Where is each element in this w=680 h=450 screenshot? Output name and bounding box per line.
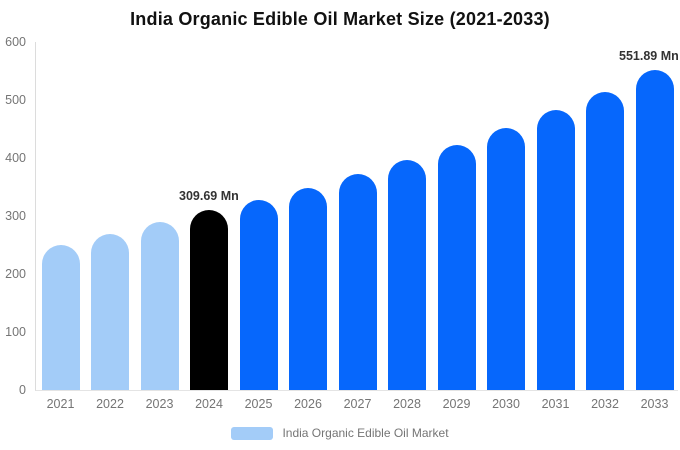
bar-2022[interactable] <box>91 234 129 390</box>
bar-2032[interactable] <box>586 91 624 390</box>
bar-2024[interactable] <box>190 210 228 390</box>
x-tick-label-2030: 2030 <box>492 397 520 411</box>
bar-value-label-2024: 309.69 Mn <box>179 189 239 204</box>
x-tick-label-2021: 2021 <box>46 397 75 411</box>
y-tick-label-600: 600 <box>5 35 26 49</box>
bar-2025[interactable] <box>239 199 278 390</box>
bar-2026[interactable] <box>289 187 327 390</box>
plot-area: 2021 2022 2023 2024 2025 2026 2027 2028 2029 2030… <box>35 42 679 411</box>
x-tick-label-2029: 2029 <box>442 397 471 411</box>
x-tick-label-2033: 2033 <box>640 397 669 411</box>
x-tick-label-2031: 2031 <box>541 397 570 411</box>
x-tick-label-2025: 2025 <box>244 397 273 411</box>
x-tick-label-2024: 2024 <box>195 397 223 411</box>
legend-swatch <box>231 426 274 440</box>
x-tick-label-2022: 2022 <box>96 397 124 411</box>
y-tick-label-300: 300 <box>5 209 26 223</box>
bar-2027[interactable] <box>338 174 377 390</box>
x-tick-label-2032: 2032 <box>591 397 619 411</box>
x-tick-label-2027: 2027 <box>343 397 372 411</box>
chart-title: India Organic Edible Oil Market Size (20… <box>130 9 550 29</box>
y-tick-label-200: 200 <box>5 267 26 281</box>
bar-2023[interactable] <box>140 222 179 390</box>
y-tick-label-0: 0 <box>19 383 26 397</box>
bar-2030[interactable] <box>487 128 525 390</box>
x-tick-label-2028: 2028 <box>393 397 421 411</box>
bar-2033[interactable] <box>635 69 674 390</box>
legend-label: India Organic Edible Oil Market <box>282 426 449 440</box>
y-tick-label-100: 100 <box>5 325 26 339</box>
legend-item[interactable]: India Organic Edible Oil Market <box>0 425 680 441</box>
y-tick-label-400: 400 <box>5 151 26 165</box>
x-tick-label-2023: 2023 <box>145 397 174 411</box>
bar-2029[interactable] <box>437 144 476 390</box>
bar-2021[interactable] <box>41 245 80 390</box>
bar-value-label-2033: 551.89 Mn <box>619 48 679 63</box>
bar-2031[interactable] <box>536 110 575 390</box>
x-tick-label-2026: 2026 <box>294 397 322 411</box>
y-tick-label-500: 500 <box>5 93 26 107</box>
bar-2028[interactable] <box>388 159 426 390</box>
